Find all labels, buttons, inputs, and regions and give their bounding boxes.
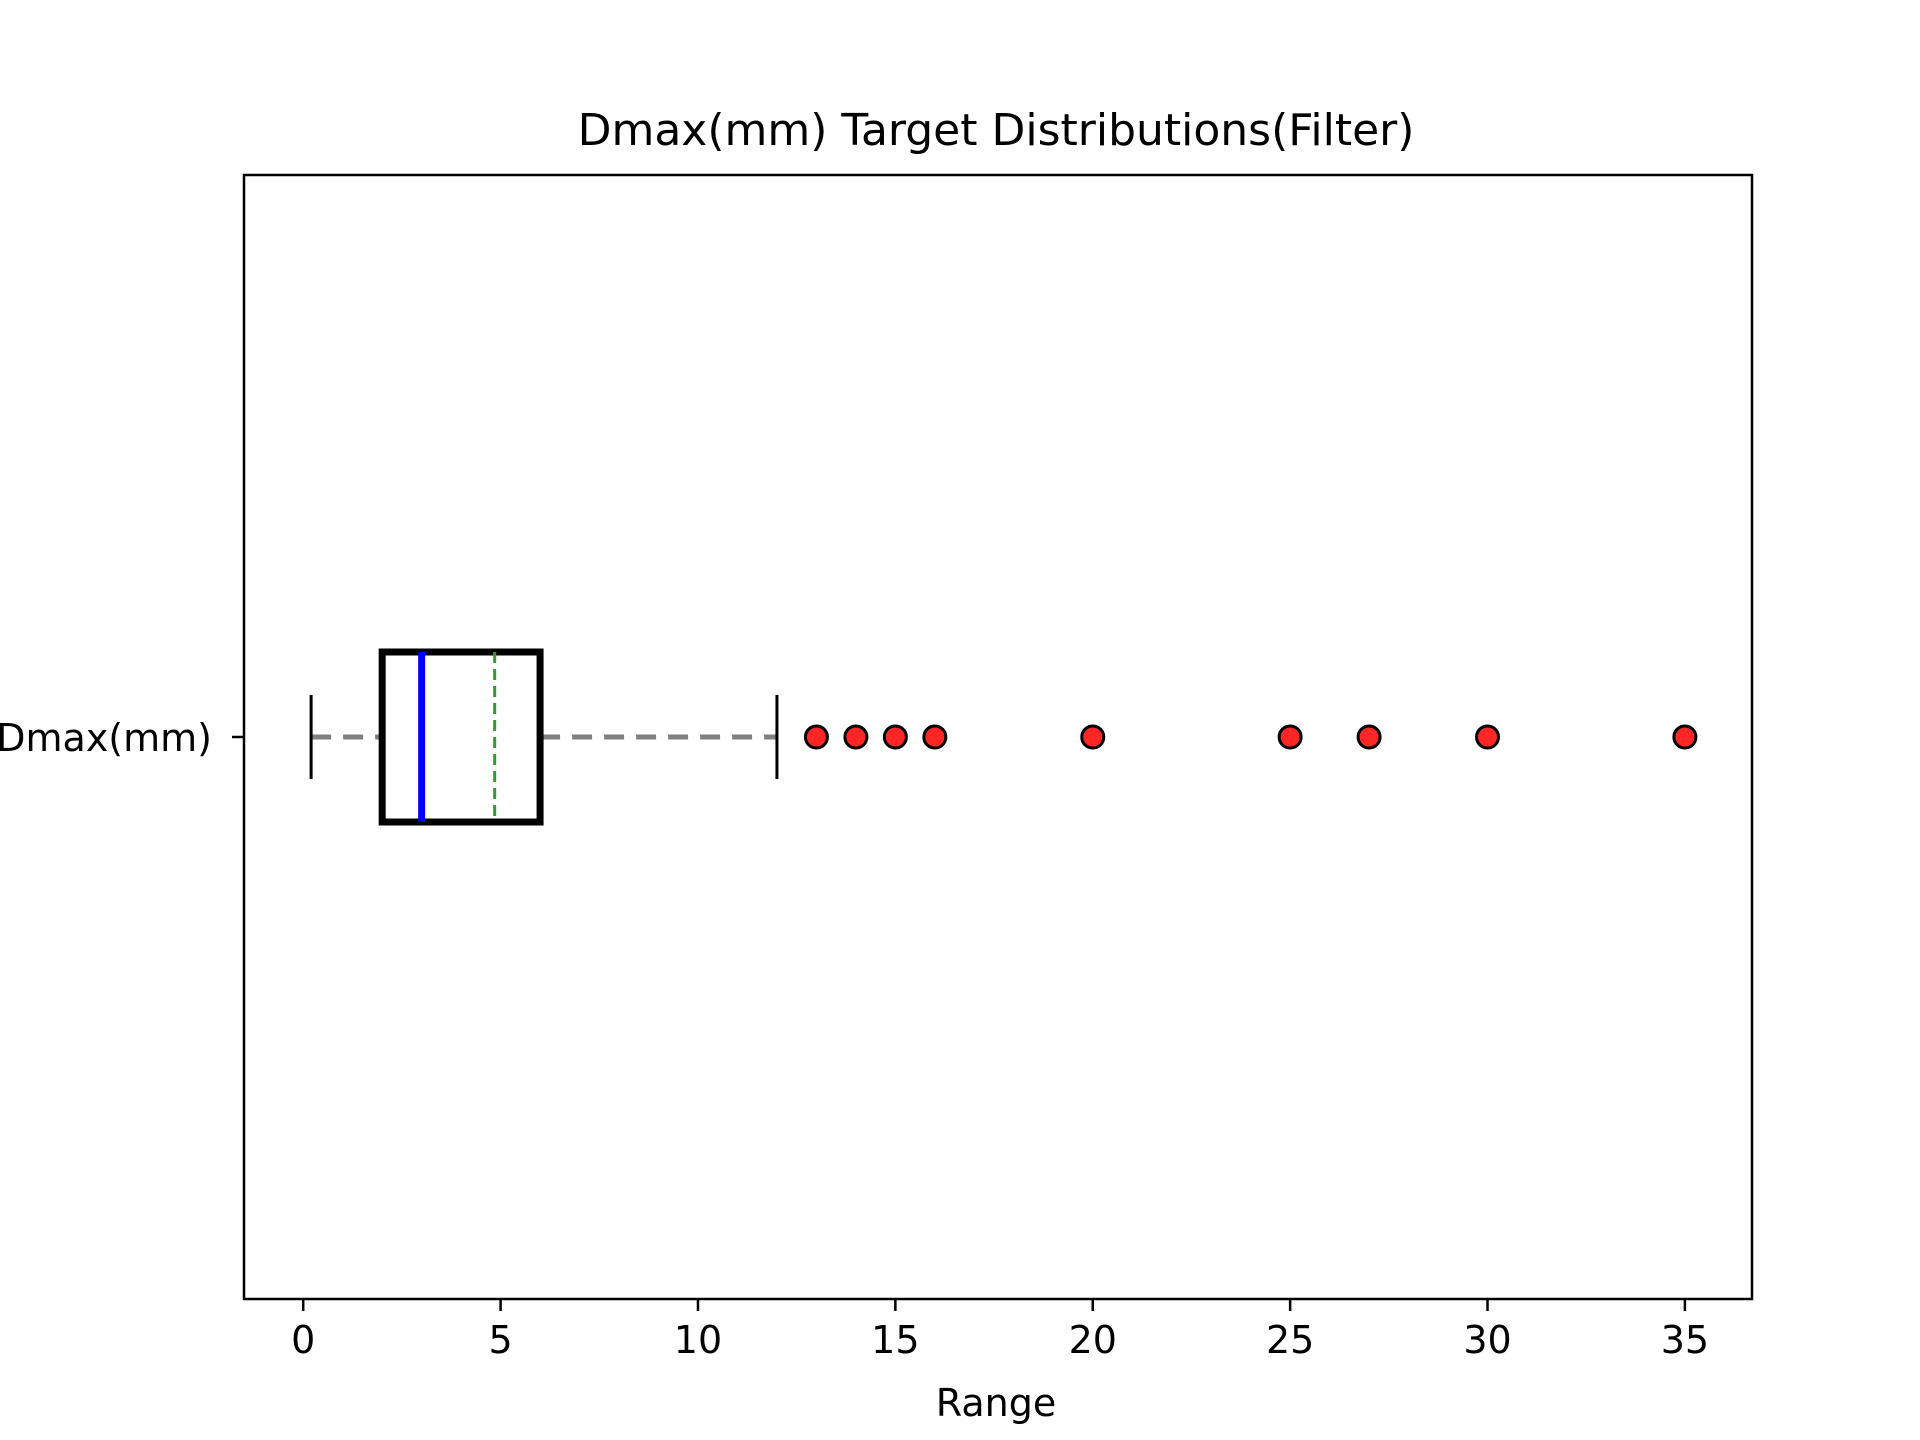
x-axis: 0 5 10 15 20 25 30 35	[291, 1299, 1709, 1362]
x-tick-label: 0	[291, 1318, 315, 1362]
x-tick-label: 30	[1463, 1318, 1511, 1362]
outlier-point	[1672, 724, 1698, 750]
outlier-point	[1277, 724, 1303, 750]
x-tick-label: 5	[489, 1318, 513, 1362]
outlier-point	[1080, 724, 1106, 750]
x-tick-label: 25	[1266, 1318, 1314, 1362]
y-axis: Dmax(mm)	[0, 716, 244, 760]
outlier-point	[843, 724, 869, 750]
x-tick-label: 35	[1661, 1318, 1709, 1362]
x-axis-label: Range	[936, 1381, 1056, 1425]
outlier-point	[803, 724, 829, 750]
x-tick-label: 10	[674, 1318, 722, 1362]
iqr-box	[378, 648, 544, 826]
y-tick-label: Dmax(mm)	[0, 716, 212, 760]
x-tick-label: 20	[1069, 1318, 1117, 1362]
chart-title: Dmax(mm) Target Distributions(Filter)	[578, 105, 1415, 156]
outlier-point	[1475, 724, 1501, 750]
outlier-point	[922, 724, 948, 750]
outlier-point	[882, 724, 908, 750]
outlier-point	[1356, 724, 1382, 750]
plot-marks	[309, 648, 1698, 826]
x-tick-label: 15	[871, 1318, 919, 1362]
